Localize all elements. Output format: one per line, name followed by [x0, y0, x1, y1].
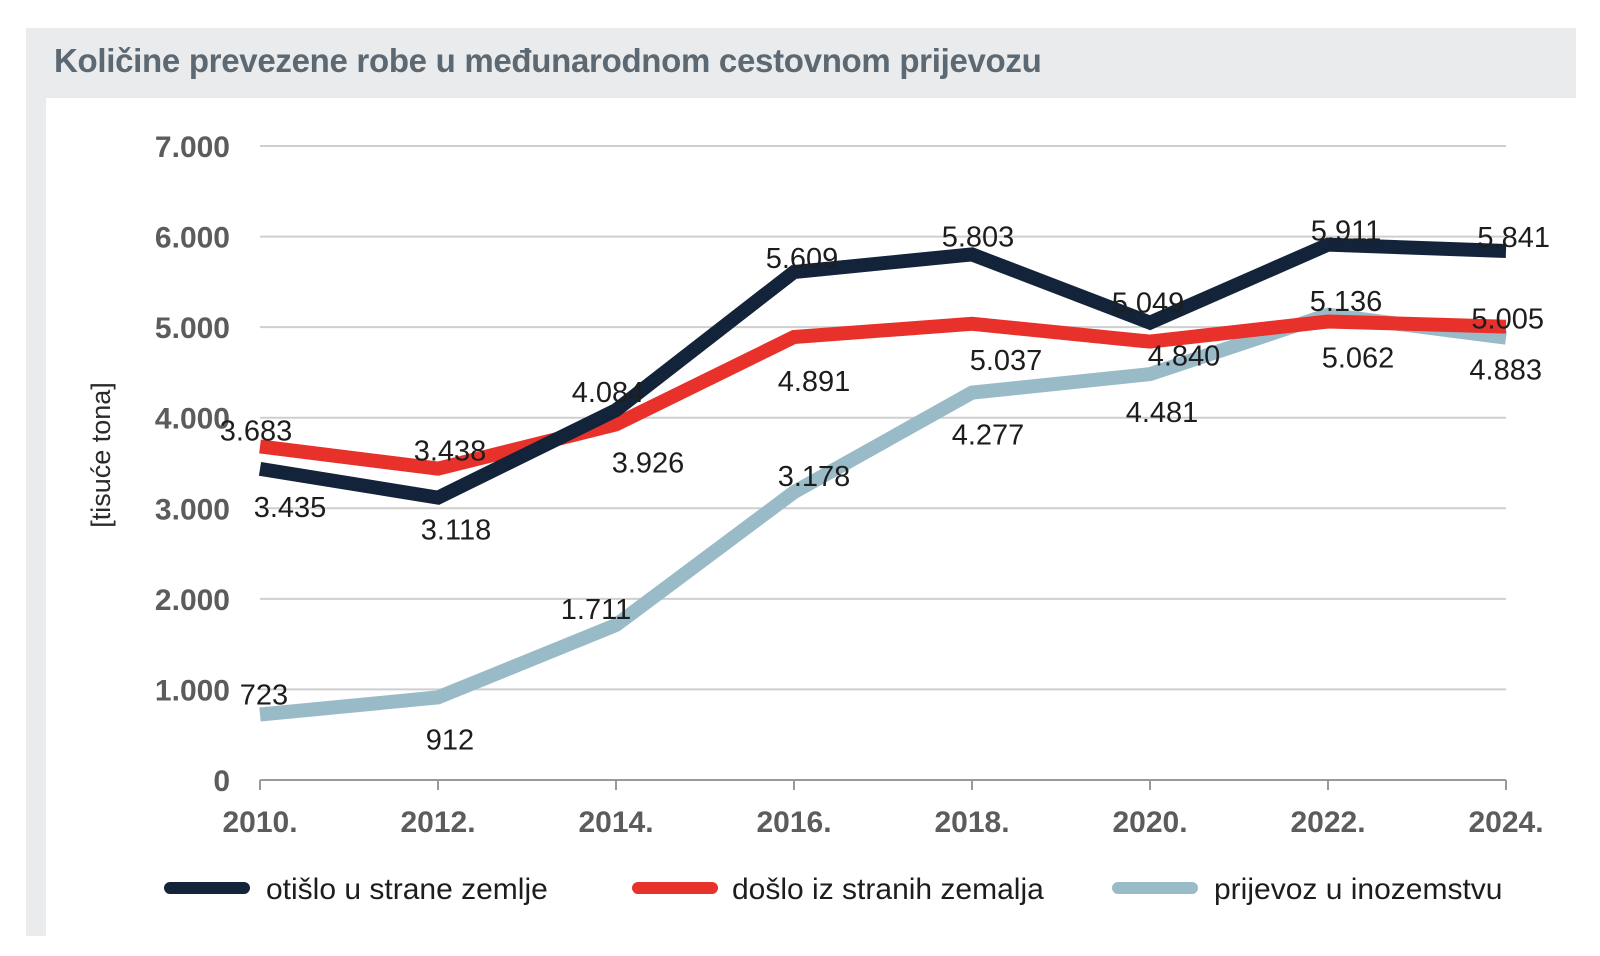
data-labels: 3.435 3.118 4.084 5.609 5.803 5.049 5.911 5.841… [220, 216, 1550, 757]
data-label: 5.803 [942, 221, 1015, 253]
x-tick-label: 2016. [756, 806, 831, 839]
data-label: 3.435 [254, 492, 327, 524]
data-label: 3.118 [421, 515, 491, 547]
series-lines [258, 237, 1507, 722]
data-label: 5.841 [1477, 222, 1550, 254]
x-tick-label: 2020. [1112, 806, 1187, 839]
data-label: 912 [426, 724, 474, 756]
x-tick-label: 2022. [1290, 806, 1365, 839]
y-axis-ticks: 0 1.000 2.000 3.000 4.000 5.000 6.000 7.000 [155, 131, 230, 798]
data-label: 4.084 [572, 377, 645, 409]
legend: otišlo u strane zemlje došlo iz stranih z… [164, 873, 1502, 906]
x-tick-label: 2012. [400, 806, 475, 839]
series-line [258, 237, 1507, 505]
x-tick-label: 2018. [934, 806, 1009, 839]
data-label: 5.609 [766, 243, 839, 275]
data-label: 5.037 [970, 345, 1043, 377]
data-label: 4.883 [1469, 355, 1542, 387]
x-tick-label: 2014. [578, 806, 653, 839]
data-label: 4.840 [1148, 341, 1221, 373]
data-label: 4.891 [778, 366, 851, 398]
data-label: 5.049 [1112, 288, 1185, 320]
chart-title: Količine prevezene robe u međunarodnom c… [54, 42, 1042, 79]
data-label: 5.005 [1471, 304, 1544, 336]
data-label: 3.178 [778, 461, 851, 493]
y-tick-label: 2.000 [155, 584, 230, 617]
legend-label: otišlo u strane zemlje [266, 873, 548, 906]
y-tick-label: 6.000 [155, 222, 230, 255]
data-label: 4.277 [952, 420, 1025, 452]
series-line [259, 314, 1507, 476]
data-label: 5.062 [1322, 343, 1395, 375]
data-label: 723 [240, 680, 288, 712]
legend-label: došlo iz stranih zemalja [732, 873, 1044, 906]
y-tick-label: 3.000 [155, 493, 230, 526]
y-tick-label: 0 [213, 765, 230, 798]
legend-label: prijevoz u inozemstvu [1214, 873, 1502, 906]
plot-panel [46, 98, 1576, 936]
y-tick-label: 1.000 [155, 674, 230, 707]
data-label: 1.711 [561, 594, 631, 626]
x-axis: 2010. 2012. 2014. 2016. 2018. 2020. 2022. 2024. [222, 779, 1544, 839]
data-label: 3.926 [612, 447, 685, 479]
data-label: 5.136 [1310, 286, 1383, 318]
y-tick-label: 5.000 [155, 312, 230, 345]
data-label: 4.481 [1126, 397, 1199, 429]
data-label: 5.911 [1311, 216, 1381, 248]
y-axis-label: [tisuće tona] [86, 382, 116, 528]
x-tick-label: 2010. [222, 806, 297, 839]
data-label: 3.438 [414, 436, 487, 468]
y-tick-label: 4.000 [155, 403, 230, 436]
data-label: 3.683 [220, 415, 293, 447]
x-tick-label: 2024. [1468, 806, 1543, 839]
y-tick-label: 7.000 [155, 131, 230, 164]
